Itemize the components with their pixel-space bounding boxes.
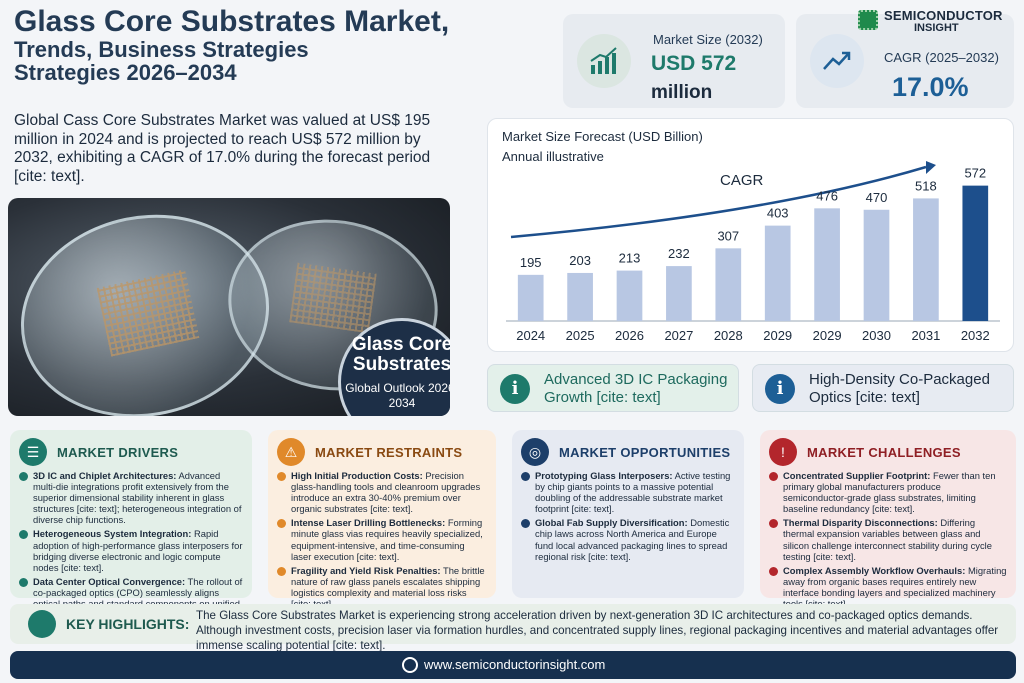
cagr-label: CAGR (2025–2032) xyxy=(884,50,999,65)
market-restraints-panel: ⚠ MARKET RESTRAINTS High Initial Product… xyxy=(268,430,496,609)
bar-value-label: 307 xyxy=(717,228,739,243)
cagr-annotation: CAGR xyxy=(720,172,764,189)
chart-subtitle: Annual illustrative xyxy=(502,149,604,164)
list-item: High Initial Production Costs: Precision… xyxy=(277,470,487,514)
title-line-3: Strategies 2026–2034 xyxy=(14,59,237,85)
footer-url-link[interactable]: www.semiconductorinsight.com xyxy=(424,657,606,672)
x-tick-label: 2026 xyxy=(615,328,644,343)
warning-icon: ⚠ xyxy=(277,438,305,466)
x-tick-label: 2032 xyxy=(961,328,990,343)
logo-line-2: INSIGHT xyxy=(914,22,959,34)
list-item: 3D IC and Chiplet Architectures: Advance… xyxy=(19,470,243,525)
x-tick-label: 2029 xyxy=(813,328,842,343)
market-size-value: USD 572 xyxy=(651,52,737,75)
title-line-2: Trends, Business Strategies xyxy=(14,36,309,62)
chart-bar xyxy=(616,270,643,321)
target-icon: ◎ xyxy=(521,438,549,466)
bar-value-label: 572 xyxy=(964,166,986,181)
chart-bar xyxy=(764,225,791,321)
cagr-arrow-head xyxy=(926,161,936,174)
market-challenges-panel: ! MARKET CHALLENGES Concentrated Supplie… xyxy=(760,430,1016,609)
market-size-card: Market Size (2032) USD 572 million xyxy=(563,14,785,108)
intro-text: Global Cass Core Substrates Market was v… xyxy=(14,112,431,185)
bar-value-label: 213 xyxy=(619,251,641,266)
x-tick-label: 2024 xyxy=(516,328,545,343)
panel-title: MARKET OPPORTUNITIES xyxy=(559,444,731,460)
info-icon: i xyxy=(500,374,530,404)
list-item: Fragility and Yield Risk Penalties: The … xyxy=(277,565,487,609)
bar-value-label: 403 xyxy=(767,206,789,221)
list-item: Heterogeneous System Integration: Rapid … xyxy=(19,528,243,573)
chart-bar xyxy=(814,208,840,321)
key-highlights-bar: KEY HIGHLIGHTS: The Glass Core Substrate… xyxy=(10,604,1016,652)
x-tick-label: 2030 xyxy=(862,328,891,343)
list-item: Thermal Disparity Disconnections: Differ… xyxy=(769,517,1007,562)
x-tick-label: 2029 xyxy=(763,328,792,343)
hero-badge-subtitle: Global Outlook 2026-2034 xyxy=(345,380,450,410)
cagr-value: 17.0% xyxy=(892,72,969,102)
callout-cpo: i High-Density Co-Packaged Optics [cite:… xyxy=(752,364,1014,412)
hero-image: Glass Core Substrates Global Outlook 202… xyxy=(8,198,450,416)
x-tick-label: 2031 xyxy=(911,328,940,343)
bar-value-label: 470 xyxy=(866,190,888,205)
callout-3d-ic: i Advanced 3D IC Packaging Growth [cite:… xyxy=(487,364,739,412)
chart-bar xyxy=(715,248,742,321)
hero-badge-title: Glass Core Substrates xyxy=(351,334,450,375)
trend-up-icon xyxy=(810,34,864,88)
globe-icon xyxy=(402,657,418,673)
info-icon: i xyxy=(765,374,795,404)
callout-text: Advanced 3D IC Packaging Growth [cite: t… xyxy=(544,371,728,406)
logo-line-1: SEMICONDUCTOR xyxy=(884,8,1003,23)
chart-bar xyxy=(913,198,939,321)
bar-chart-growth-icon xyxy=(577,34,631,88)
chart-bar xyxy=(666,266,692,321)
list-item: Concentrated Supplier Footprint: Fewer t… xyxy=(769,470,1007,514)
page-title: Glass Core Substrates Market, Trends, Bu… xyxy=(14,6,534,84)
bar-value-label: 232 xyxy=(668,246,690,261)
market-size-unit: million xyxy=(651,82,713,103)
bar-value-label: 203 xyxy=(569,253,591,268)
x-tick-label: 2025 xyxy=(566,328,595,343)
x-tick-label: 2027 xyxy=(664,328,693,343)
bar-value-label: 518 xyxy=(915,178,937,193)
circuit-pattern xyxy=(289,262,377,334)
callout-text: High-Density Co-Packaged Optics [cite: t… xyxy=(809,371,990,406)
chart-bar xyxy=(863,209,890,321)
forecast-chart: Market Size Forecast (USD Billion) Annua… xyxy=(487,118,1014,352)
highlights-label: KEY HIGHLIGHTS: xyxy=(66,616,190,632)
chart-title: Market Size Forecast (USD Billion) xyxy=(502,129,703,144)
list-item: Intense Laser Drilling Bottlenecks: Form… xyxy=(277,517,487,562)
panel-title: MARKET DRIVERS xyxy=(57,444,179,460)
cagr-card: CAGR (2025–2032) 17.0% xyxy=(796,14,1014,108)
list-item: Prototyping Glass Interposers: Active te… xyxy=(521,470,735,514)
chart-bar xyxy=(517,274,544,321)
market-opportunities-panel: ◎ MARKET OPPORTUNITIES Prototyping Glass… xyxy=(512,430,744,598)
bar-value-label: 195 xyxy=(520,255,542,270)
panel-title: MARKET RESTRAINTS xyxy=(315,444,463,460)
list-item: Global Fab Supply Diversification: Domes… xyxy=(521,517,735,562)
bar-value-label: 476 xyxy=(816,188,838,203)
list-icon: ☰ xyxy=(19,438,47,466)
chart-bar xyxy=(567,272,593,321)
panel-title: MARKET CHALLENGES xyxy=(807,444,961,460)
brand-logo[interactable]: SEMICONDUCTOR INSIGHT xyxy=(858,8,1018,38)
shield-alert-icon: ! xyxy=(769,438,797,466)
chip-icon xyxy=(858,10,878,30)
market-size-label: Market Size (2032) xyxy=(653,32,763,47)
highlights-text: The Glass Core Substrates Market is expe… xyxy=(196,609,999,653)
cagr-trend-curve xyxy=(510,165,927,239)
list-item: Complex Assembly Workflow Overhauls: Mig… xyxy=(769,565,1007,609)
hero-badge: Glass Core Substrates Global Outlook 202… xyxy=(338,318,450,416)
leaf-icon xyxy=(28,610,56,638)
chart-svg: CAGR 195 2024 203 2025 213 2026 232 2027 307 2028 4… xyxy=(506,161,1000,343)
title-line-1: Glass Core Substrates Market, xyxy=(14,5,450,38)
market-drivers-panel: ☰ MARKET DRIVERS 3D IC and Chiplet Archi… xyxy=(10,430,252,620)
x-tick-label: 2028 xyxy=(714,328,743,343)
chart-bar xyxy=(962,185,989,321)
footer-bar: www.semiconductorinsight.com xyxy=(10,651,1016,679)
